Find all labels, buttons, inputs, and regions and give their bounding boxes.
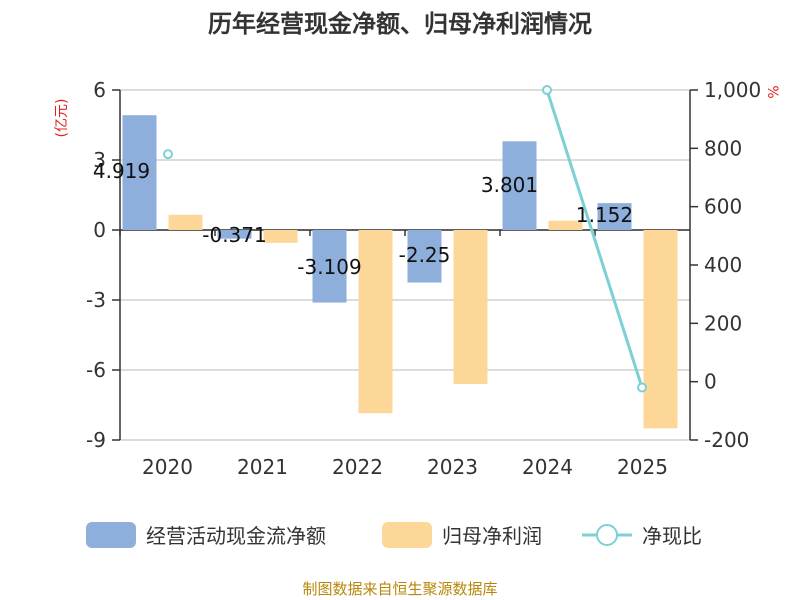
bar-data-label: -2.25 <box>399 243 451 267</box>
bar-net-profit <box>548 220 583 230</box>
left-tick-label: 0 <box>93 218 106 242</box>
right-tick-label: 1,000 <box>704 78 761 102</box>
bar-net-profit <box>358 230 393 414</box>
bar-cashflow <box>407 230 442 283</box>
x-tick-label: 2021 <box>237 455 288 479</box>
right-tick-label: 800 <box>704 136 742 160</box>
bar-data-label: 4.919 <box>93 159 150 183</box>
x-tick-label: 2020 <box>142 455 193 479</box>
bar-net-profit <box>263 230 298 243</box>
bar-cashflow <box>312 230 347 303</box>
ratio-point <box>542 85 552 95</box>
ratio-line <box>545 89 644 388</box>
legend-marker-ratio <box>596 524 618 546</box>
left-tick-label: 6 <box>93 78 106 102</box>
x-tick-label: 2025 <box>617 455 668 479</box>
x-tick-label: 2022 <box>332 455 383 479</box>
ratio-point <box>163 149 173 160</box>
left-tick-label: -6 <box>86 358 106 382</box>
left-tick-label: -9 <box>86 428 106 452</box>
bar-cashflow <box>502 141 537 230</box>
bar-cashflow <box>597 203 632 230</box>
legend-label-net-profit: 归母净利润 <box>442 524 542 548</box>
legend-swatch-cashflow <box>86 522 136 548</box>
bar-data-label: -3.109 <box>297 255 361 279</box>
right-tick-label: 400 <box>704 253 742 277</box>
left-tick-label: -3 <box>86 288 106 312</box>
left-tick-label: 3 <box>93 148 106 172</box>
right-tick-label: 600 <box>704 195 742 219</box>
legend-label-cashflow: 经营活动现金流净额 <box>146 524 326 548</box>
chart-title: 历年经营现金净额、归母净利润情况 <box>208 10 592 38</box>
legend-label-ratio: 净现比 <box>642 524 702 548</box>
right-tick-label: 200 <box>704 311 742 335</box>
legend-swatch-net-profit <box>382 522 432 548</box>
bar-data-label: 3.801 <box>481 173 538 197</box>
left-axis-unit: (亿元) <box>54 99 70 138</box>
bar-data-label: -0.371 <box>202 223 266 247</box>
right-axis-unit: % <box>764 85 780 98</box>
ratio-point <box>637 382 647 393</box>
right-tick-label: -200 <box>704 428 749 452</box>
x-tick-label: 2023 <box>427 455 478 479</box>
source-note: 制图数据来自恒生聚源数据库 <box>302 580 497 598</box>
bar-net-profit <box>643 230 678 429</box>
bar-cashflow <box>217 230 252 239</box>
bar-net-profit <box>453 230 488 384</box>
right-tick-label: 0 <box>704 370 717 394</box>
x-tick-label: 2024 <box>522 455 573 479</box>
bar-net-profit <box>168 214 203 230</box>
bar-cashflow <box>122 115 157 230</box>
